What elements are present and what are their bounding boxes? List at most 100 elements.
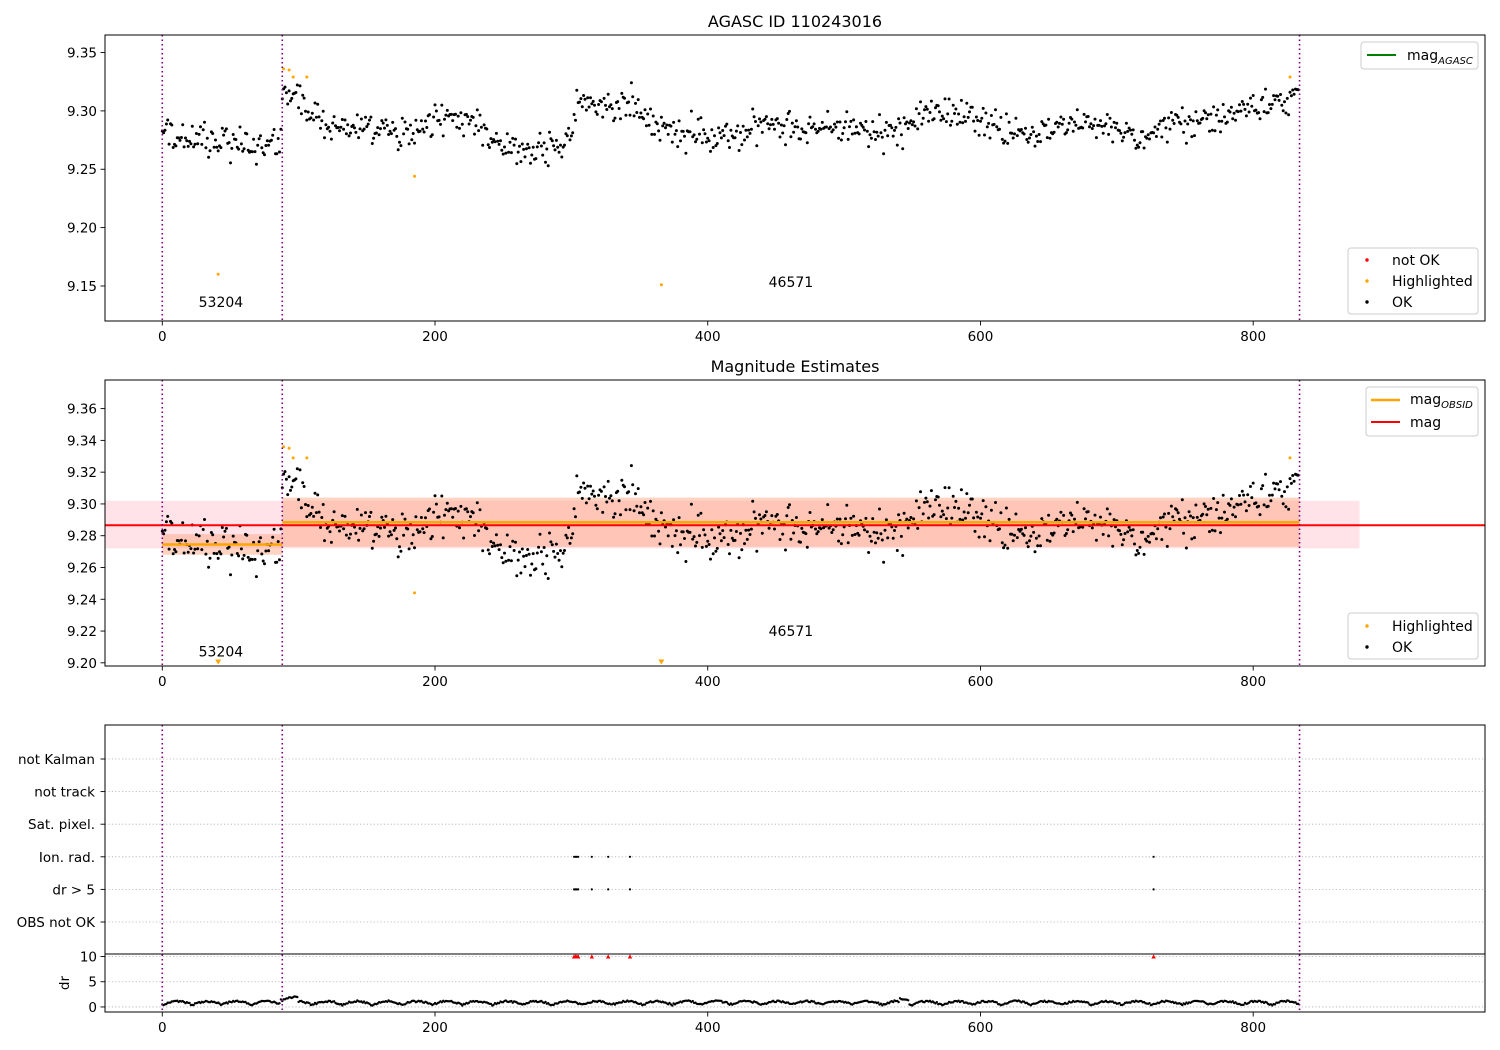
- ok-point: [531, 552, 535, 556]
- ok-point: [951, 103, 955, 107]
- ok-point: [1025, 541, 1029, 545]
- ok-point: [430, 535, 434, 538]
- ok-point: [800, 127, 804, 131]
- ok-point: [666, 534, 670, 538]
- ok-point: [703, 132, 707, 136]
- ok-point: [1179, 122, 1183, 126]
- ok-point: [1048, 539, 1052, 543]
- ok-point: [313, 101, 317, 105]
- ok-point: [1280, 103, 1284, 107]
- ok-point: [445, 108, 449, 112]
- ok-point: [204, 552, 208, 556]
- ok-point: [295, 467, 299, 471]
- ok-point: [464, 112, 468, 116]
- ok-point: [627, 100, 631, 104]
- ok-point: [358, 526, 362, 530]
- highlighted-point: [282, 67, 286, 71]
- ok-point: [1105, 507, 1109, 511]
- dr-point: [812, 1000, 816, 1003]
- ok-point: [456, 114, 460, 118]
- ok-point: [1244, 114, 1248, 118]
- ok-point: [328, 129, 332, 133]
- ok-point: [953, 112, 956, 115]
- ok-point: [718, 532, 722, 536]
- ok-point: [942, 513, 946, 517]
- ok-point: [449, 507, 453, 511]
- dr-point: [995, 1001, 998, 1004]
- ok-point: [725, 122, 729, 126]
- ok-point: [601, 510, 605, 514]
- ok-point: [1205, 117, 1209, 121]
- ok-point: [1000, 541, 1004, 545]
- ok-point: [242, 147, 246, 151]
- ok-point: [1007, 120, 1011, 124]
- ok-point: [349, 532, 352, 536]
- ok-point: [242, 553, 246, 557]
- ok-point: [587, 105, 591, 109]
- ok-point: [377, 534, 381, 538]
- ok-point: [524, 147, 528, 151]
- ok-point: [1249, 485, 1252, 488]
- ok-point: [1028, 136, 1031, 140]
- ok-point: [799, 137, 802, 141]
- ok-point: [1114, 126, 1117, 130]
- ok-point: [674, 129, 678, 133]
- ok-point: [1161, 515, 1165, 519]
- ok-point: [1134, 146, 1138, 150]
- ok-point: [1221, 493, 1225, 497]
- ok-point: [1014, 512, 1018, 516]
- ok-point: [947, 486, 951, 490]
- ok-point: [871, 517, 875, 521]
- ok-point: [357, 538, 361, 542]
- ok-point: [659, 511, 663, 515]
- ok-point: [385, 123, 389, 127]
- ok-point: [1011, 539, 1015, 543]
- ok-point: [474, 124, 478, 128]
- ok-point: [432, 510, 436, 514]
- ok-point: [177, 136, 181, 140]
- ok-point: [1183, 119, 1187, 123]
- ok-point: [1220, 516, 1224, 520]
- ok-point: [890, 126, 894, 130]
- ok-point: [831, 528, 835, 532]
- ok-point: [1228, 503, 1232, 507]
- ok-point: [739, 131, 742, 134]
- ok-point: [559, 549, 562, 553]
- ok-point: [961, 518, 965, 522]
- magnitude-point-legend: Highlighted OK: [1347, 612, 1479, 660]
- ok-point: [256, 549, 260, 553]
- ok-point: [432, 115, 436, 119]
- ok-point: [1119, 532, 1123, 536]
- ok-point: [1209, 506, 1213, 510]
- ok-point: [384, 514, 388, 518]
- ok-point: [1055, 120, 1059, 124]
- ok-point: [256, 143, 260, 147]
- dr-y-tick-label: 10: [80, 950, 97, 966]
- ok-point: [263, 153, 266, 157]
- ok-point: [522, 554, 526, 558]
- ok-point: [560, 565, 564, 569]
- ok-point: [319, 126, 322, 130]
- ok-point: [459, 111, 463, 115]
- ok-point: [512, 549, 516, 552]
- ok-point: [189, 547, 193, 551]
- ok-point: [328, 530, 332, 534]
- ok-point: [1075, 108, 1079, 112]
- ok-point: [1234, 118, 1237, 122]
- ok-point: [1171, 118, 1175, 122]
- dr-point: [613, 1003, 617, 1006]
- ok-point: [763, 514, 767, 517]
- ok-point: [1208, 129, 1211, 133]
- ok-point: [170, 521, 174, 525]
- ok-point: [224, 526, 228, 530]
- ok-point: [1119, 131, 1123, 135]
- ok-legend-label: OK: [1392, 640, 1413, 656]
- ok-point: [252, 137, 256, 141]
- highlighted-point: [413, 174, 416, 178]
- ok-point: [391, 518, 395, 522]
- ok-point: [1225, 517, 1229, 521]
- ok-point: [494, 131, 498, 135]
- mag-legend-label: mag: [1410, 415, 1441, 431]
- ok-point: [599, 100, 603, 104]
- ok-point: [473, 534, 476, 537]
